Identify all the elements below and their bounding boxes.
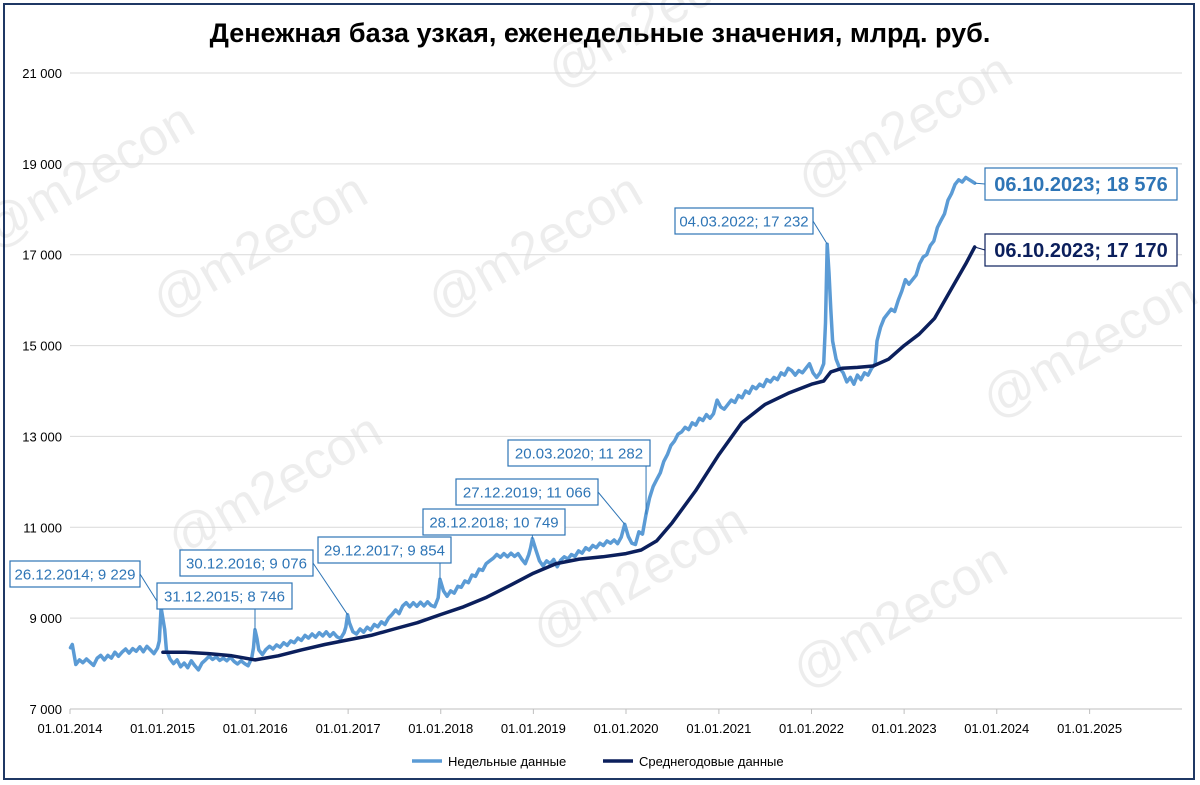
annotation-leader bbox=[312, 562, 349, 615]
chart-title: Денежная база узкая, еженедельные значен… bbox=[209, 18, 991, 48]
annotation-label: 31.12.2015; 8 746 bbox=[164, 588, 285, 605]
annotation-label: 29.12.2017; 9 854 bbox=[324, 542, 445, 559]
y-tick-label: 9 000 bbox=[29, 611, 62, 626]
x-tick-label: 01.01.2014 bbox=[37, 721, 102, 736]
annotation-label: 26.12.2014; 9 229 bbox=[15, 566, 136, 583]
watermark-text: @m2econ bbox=[142, 161, 377, 330]
x-tick-label: 01.01.2015 bbox=[130, 721, 195, 736]
annotation-label: 20.03.2020; 11 282 bbox=[515, 445, 643, 462]
y-tick-label: 21 000 bbox=[22, 66, 62, 81]
x-tick-label: 01.01.2016 bbox=[223, 721, 288, 736]
y-tick-label: 11 000 bbox=[23, 520, 62, 535]
legend-label-1: Недельные данные bbox=[448, 754, 566, 769]
annotation-box bbox=[179, 549, 314, 577]
y-tick-label: 19 000 bbox=[22, 157, 62, 172]
annotation-layer: 26.12.2014; 9 229 31.12.2015; 8 746 30.12.… bbox=[9, 167, 1178, 630]
annotation-box bbox=[9, 560, 141, 588]
annotation-box bbox=[455, 478, 599, 506]
y-tick-label: 7 000 bbox=[29, 702, 62, 717]
annotation-label: 06.10.2023; 17 170 bbox=[994, 240, 1168, 262]
watermark-text: @m2econ bbox=[417, 161, 652, 330]
x-tick-label: 01.01.2023 bbox=[872, 721, 937, 736]
annotation-box bbox=[984, 167, 1178, 201]
x-tick-label: 01.01.2022 bbox=[779, 721, 844, 736]
x-tick-label: 01.01.2019 bbox=[501, 721, 566, 736]
x-tick-label: 01.01.2025 bbox=[1057, 721, 1122, 736]
y-tick-label: 13 000 bbox=[22, 429, 62, 444]
annotation-box bbox=[507, 439, 651, 467]
annotation-label: 06.10.2023; 18 576 bbox=[994, 174, 1168, 196]
annotation-leader bbox=[812, 220, 828, 245]
annotation-label: 04.03.2022; 17 232 bbox=[679, 213, 808, 230]
watermark-text: @m2econ bbox=[0, 91, 204, 260]
annotation-label: 30.12.2016; 9 076 bbox=[186, 555, 307, 572]
y-tick-label: 17 000 bbox=[22, 248, 62, 263]
annotation-box bbox=[674, 207, 814, 235]
annotation-box bbox=[156, 582, 293, 610]
series-line-1 bbox=[68, 175, 977, 672]
x-tick-label: 01.01.2017 bbox=[316, 721, 381, 736]
annotation-box bbox=[422, 508, 566, 536]
legend: Недельные данные Среднегодовые данные bbox=[412, 754, 784, 769]
x-axis: 01.01.2014 01.01.2015 01.01.2016 01.01.2017… bbox=[37, 709, 1122, 736]
x-tick-label: 01.01.2018 bbox=[408, 721, 473, 736]
y-tick-label: 15 000 bbox=[22, 339, 62, 354]
series-line-2 bbox=[161, 245, 977, 662]
y-axis: 7 000 9 000 11 000 13 000 15 000 17 000 19 000… bbox=[22, 66, 62, 717]
annotation-leader bbox=[974, 182, 986, 185]
annotation-leader bbox=[597, 491, 626, 525]
annotation-label: 28.12.2018; 10 749 bbox=[429, 514, 558, 531]
watermark-text: @m2econ bbox=[537, 0, 772, 100]
annotation-box bbox=[984, 233, 1178, 267]
annotation-box bbox=[317, 536, 452, 564]
chart-frame bbox=[3, 3, 1195, 780]
watermark-text: @m2econ bbox=[782, 531, 1017, 700]
legend-label-2: Среднегодовые данные bbox=[639, 754, 784, 769]
x-tick-label: 01.01.2024 bbox=[964, 721, 1029, 736]
series-layer bbox=[68, 175, 977, 672]
annotation-label: 27.12.2019; 11 066 bbox=[463, 484, 591, 501]
x-tick-label: 01.01.2020 bbox=[593, 721, 658, 736]
annotation-leader bbox=[974, 246, 986, 251]
x-tick-label: 01.01.2021 bbox=[686, 721, 751, 736]
